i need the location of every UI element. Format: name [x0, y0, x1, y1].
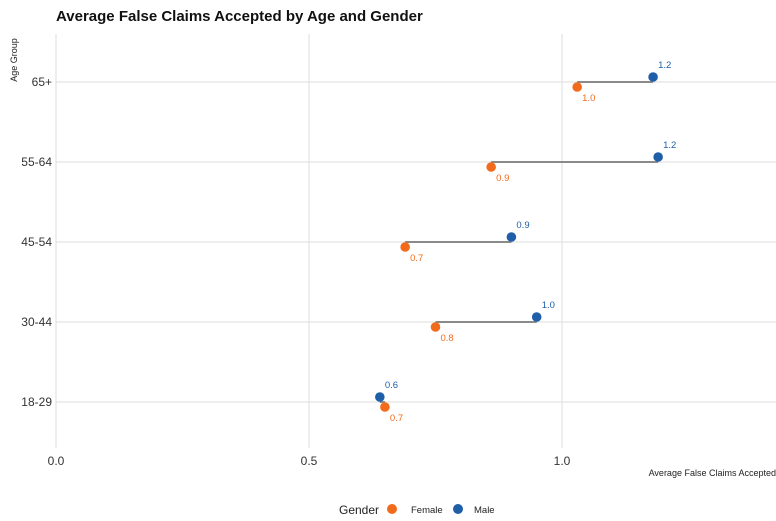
x-axis-title: Average False Claims Accepted: [649, 468, 776, 478]
female-point: [430, 322, 441, 332]
legend-label-female: Female: [411, 505, 443, 516]
x-tick-label: 0.5: [301, 454, 318, 468]
male-point: [531, 312, 542, 322]
legend: Gender Female Male: [339, 503, 495, 517]
y-tick-label: 45-54: [21, 235, 52, 249]
female-data-label: 0.7: [410, 253, 423, 264]
female-point: [486, 162, 496, 172]
x-tick-label: 0.0: [48, 454, 65, 468]
legend-label-male: Male: [474, 505, 495, 516]
chart-title: Average False Claims Accepted by Age and…: [56, 8, 423, 25]
legend-swatch-male: [453, 504, 463, 514]
male-data-label: 0.6: [385, 380, 398, 391]
female-data-label: 0.7: [390, 413, 403, 424]
connectors: [379, 81, 659, 403]
data-points: [375, 72, 663, 412]
male-point: [506, 232, 517, 242]
male-point: [653, 152, 663, 162]
y-tick-label: 18-29: [21, 395, 52, 409]
female-point: [400, 242, 410, 252]
male-data-label: 1.2: [663, 140, 676, 151]
male-data-label: 0.9: [516, 220, 529, 231]
data-labels: 0.7 0.8 0.7 0.9 1.0 0.6 1.0 0.9 1.2 1.2: [385, 60, 677, 424]
male-data-label: 1.0: [542, 300, 555, 311]
female-data-label: 1.0: [582, 93, 595, 104]
male-data-label: 1.2: [658, 60, 671, 71]
y-tick-label: 30-44: [21, 315, 52, 329]
female-point: [572, 82, 582, 92]
female-point: [380, 402, 390, 412]
female-data-label: 0.8: [441, 333, 454, 344]
legend-swatch-female: [387, 504, 397, 514]
legend-title: Gender: [339, 503, 379, 517]
x-tick-label: 1.0: [554, 454, 571, 468]
male-point: [375, 392, 385, 402]
y-tick-label: 55-64: [21, 155, 52, 169]
x-tick-labels: 0.0 0.5 1.0: [48, 454, 571, 468]
legend-items: Female Male: [387, 504, 495, 516]
y-axis-title: Age Group: [9, 38, 19, 82]
female-data-label: 0.9: [496, 173, 509, 184]
y-tick-label: 65+: [32, 75, 52, 89]
male-point: [648, 72, 658, 82]
y-tick-labels: 18-29 30-44 45-54 55-64 65+: [21, 75, 52, 409]
